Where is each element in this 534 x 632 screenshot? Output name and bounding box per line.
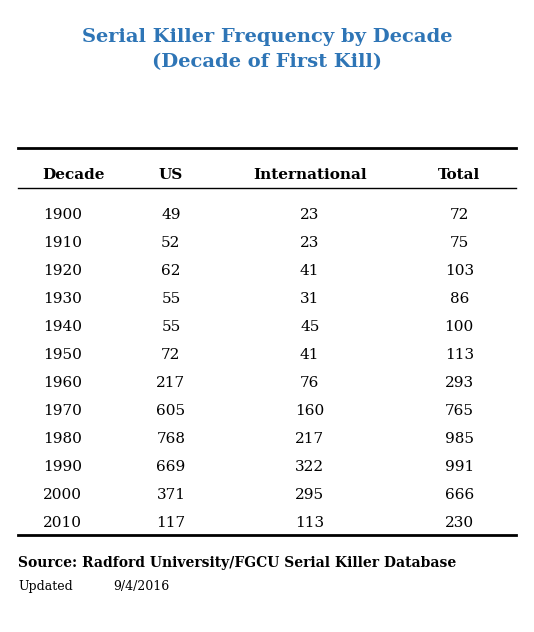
Text: 371: 371 <box>156 488 185 502</box>
Text: 1930: 1930 <box>43 292 82 306</box>
Text: 985: 985 <box>445 432 474 446</box>
Text: 217: 217 <box>295 432 324 446</box>
Text: 76: 76 <box>300 376 319 390</box>
Text: 991: 991 <box>445 460 474 474</box>
Text: US: US <box>159 168 183 182</box>
Text: Total: Total <box>438 168 481 182</box>
Text: 23: 23 <box>300 236 319 250</box>
Text: 55: 55 <box>161 320 180 334</box>
Text: 41: 41 <box>300 348 319 362</box>
Text: 72: 72 <box>450 208 469 222</box>
Text: Decade: Decade <box>43 168 105 182</box>
Text: 160: 160 <box>295 404 324 418</box>
Text: 295: 295 <box>295 488 324 502</box>
Text: 55: 55 <box>161 292 180 306</box>
Text: 2000: 2000 <box>43 488 82 502</box>
Text: Updated: Updated <box>18 580 73 593</box>
Text: 72: 72 <box>161 348 180 362</box>
Text: 45: 45 <box>300 320 319 334</box>
Text: 31: 31 <box>300 292 319 306</box>
Text: 1910: 1910 <box>43 236 82 250</box>
Text: 2010: 2010 <box>43 516 82 530</box>
Text: 768: 768 <box>156 432 185 446</box>
Text: Source: Radford University/FGCU Serial Killer Database: Source: Radford University/FGCU Serial K… <box>18 556 456 570</box>
Text: 1990: 1990 <box>43 460 82 474</box>
Text: 86: 86 <box>450 292 469 306</box>
Text: 1970: 1970 <box>43 404 82 418</box>
Text: 52: 52 <box>161 236 180 250</box>
Text: 293: 293 <box>445 376 474 390</box>
Text: 1900: 1900 <box>43 208 82 222</box>
Text: 1980: 1980 <box>43 432 82 446</box>
Text: 9/4/2016: 9/4/2016 <box>113 580 169 593</box>
Text: 23: 23 <box>300 208 319 222</box>
Text: 605: 605 <box>156 404 185 418</box>
Text: International: International <box>253 168 366 182</box>
Text: 217: 217 <box>156 376 185 390</box>
Text: 1940: 1940 <box>43 320 82 334</box>
Text: 1950: 1950 <box>43 348 82 362</box>
Text: 41: 41 <box>300 264 319 278</box>
Text: 1960: 1960 <box>43 376 82 390</box>
Text: Serial Killer Frequency by Decade
(Decade of First Kill): Serial Killer Frequency by Decade (Decad… <box>82 28 452 71</box>
Text: 49: 49 <box>161 208 180 222</box>
Text: 103: 103 <box>445 264 474 278</box>
Text: 113: 113 <box>445 348 474 362</box>
Text: 100: 100 <box>445 320 474 334</box>
Text: 230: 230 <box>445 516 474 530</box>
Text: 1920: 1920 <box>43 264 82 278</box>
Text: 322: 322 <box>295 460 324 474</box>
Text: 113: 113 <box>295 516 324 530</box>
Text: 62: 62 <box>161 264 180 278</box>
Text: 669: 669 <box>156 460 185 474</box>
Text: 765: 765 <box>445 404 474 418</box>
Text: 75: 75 <box>450 236 469 250</box>
Text: 117: 117 <box>156 516 185 530</box>
Text: 666: 666 <box>445 488 474 502</box>
